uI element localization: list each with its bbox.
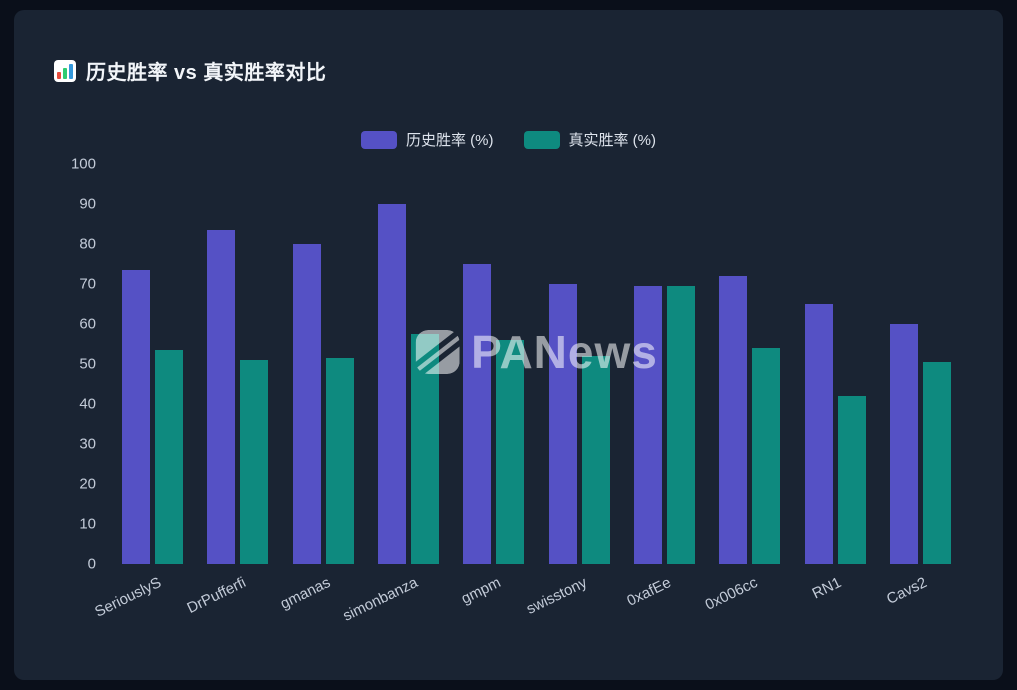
bar-group: 0xafEe <box>622 164 707 610</box>
bar-actual[interactable] <box>666 286 695 564</box>
bar-historical[interactable] <box>463 264 492 564</box>
x-axis-label: swisstony <box>523 574 590 618</box>
y-tick-label: 70 <box>79 275 96 293</box>
y-tick-label: 20 <box>79 475 96 493</box>
y-tick-label: 80 <box>79 235 96 253</box>
bar-chart-icon <box>54 59 76 82</box>
legend-label-historical: 历史胜率 (%) <box>406 132 494 149</box>
plot-area: PANews SeriouslyS DrPufferfi gmanas simonba… <box>92 164 963 625</box>
bar-historical[interactable] <box>122 270 151 564</box>
y-tick-label: 10 <box>79 515 96 533</box>
x-axis-label: SeriouslyS <box>91 574 164 621</box>
bar-group: gmanas <box>278 164 366 613</box>
y-tick-label: 40 <box>79 395 96 413</box>
y-tick-label: 50 <box>79 355 96 373</box>
bar-group: 0x006cc <box>702 164 792 614</box>
x-axis-label: gmanas <box>277 574 334 613</box>
bar-historical[interactable] <box>378 204 407 564</box>
bar-historical[interactable] <box>804 304 833 564</box>
x-axis-label: simonbanza <box>339 574 421 625</box>
bar-historical[interactable] <box>889 324 918 564</box>
y-tick-label: 60 <box>79 315 96 333</box>
chart-title: 历史胜率 vs 真实胜率对比 <box>86 62 327 84</box>
legend: 历史胜率 (%) 真实胜率 (%) <box>54 129 963 150</box>
bar-group: SeriouslyS <box>92 164 195 621</box>
legend-item-historical[interactable]: 历史胜率 (%) <box>361 129 494 150</box>
bar-actual[interactable] <box>496 340 525 564</box>
y-tick-label: 100 <box>70 155 96 173</box>
x-axis-label: 0x006cc <box>702 574 760 614</box>
y-tick-label: 90 <box>79 195 96 213</box>
bar-actual[interactable] <box>922 362 951 564</box>
legend-swatch-historical <box>361 130 397 149</box>
bar-actual[interactable] <box>837 396 866 564</box>
bar-actual[interactable] <box>581 356 610 564</box>
bar-historical[interactable] <box>207 230 236 564</box>
bar-group: Cavs2 <box>878 164 963 608</box>
bar-group: swisstony <box>524 164 621 618</box>
bar-historical[interactable] <box>719 276 748 564</box>
x-axis-label: gmpm <box>458 574 504 608</box>
bar-actual[interactable] <box>752 348 781 564</box>
legend-swatch-actual <box>523 130 560 149</box>
y-axis: 0 10 20 30 40 50 60 70 80 90 100 <box>54 157 110 572</box>
bar-historical[interactable] <box>548 284 577 564</box>
x-axis-label: DrPufferfi <box>184 574 249 617</box>
legend-item-actual[interactable]: 真实胜率 (%) <box>523 129 657 150</box>
bar-group: simonbanza <box>340 164 451 625</box>
bar-actual[interactable] <box>240 360 269 564</box>
chart-card: 历史胜率 vs 真实胜率对比 历史胜率 (%) 真实胜率 (%) 0 10 20 30… <box>14 10 1003 680</box>
x-axis-label: RN1 <box>809 574 844 603</box>
bar-group: gmpm <box>451 164 536 608</box>
bar-historical[interactable] <box>633 286 662 564</box>
y-tick-label: 0 <box>87 555 96 573</box>
bar-group: DrPufferfi <box>184 164 280 617</box>
x-axis-label: Cavs2 <box>884 574 930 608</box>
bar-actual[interactable] <box>325 358 354 564</box>
legend-label-actual: 真实胜率 (%) <box>568 132 657 149</box>
bar-actual[interactable] <box>411 334 440 564</box>
x-axis-label: 0xafEe <box>624 574 675 610</box>
y-tick-label: 30 <box>79 435 96 453</box>
bar-actual[interactable] <box>155 350 184 564</box>
title-row: 历史胜率 vs 真实胜率对比 <box>54 56 963 85</box>
chart-area: 0 10 20 30 40 50 60 70 80 90 100 <box>54 157 963 625</box>
bar-historical[interactable] <box>292 244 321 564</box>
bar-group: RN1 <box>792 164 877 602</box>
